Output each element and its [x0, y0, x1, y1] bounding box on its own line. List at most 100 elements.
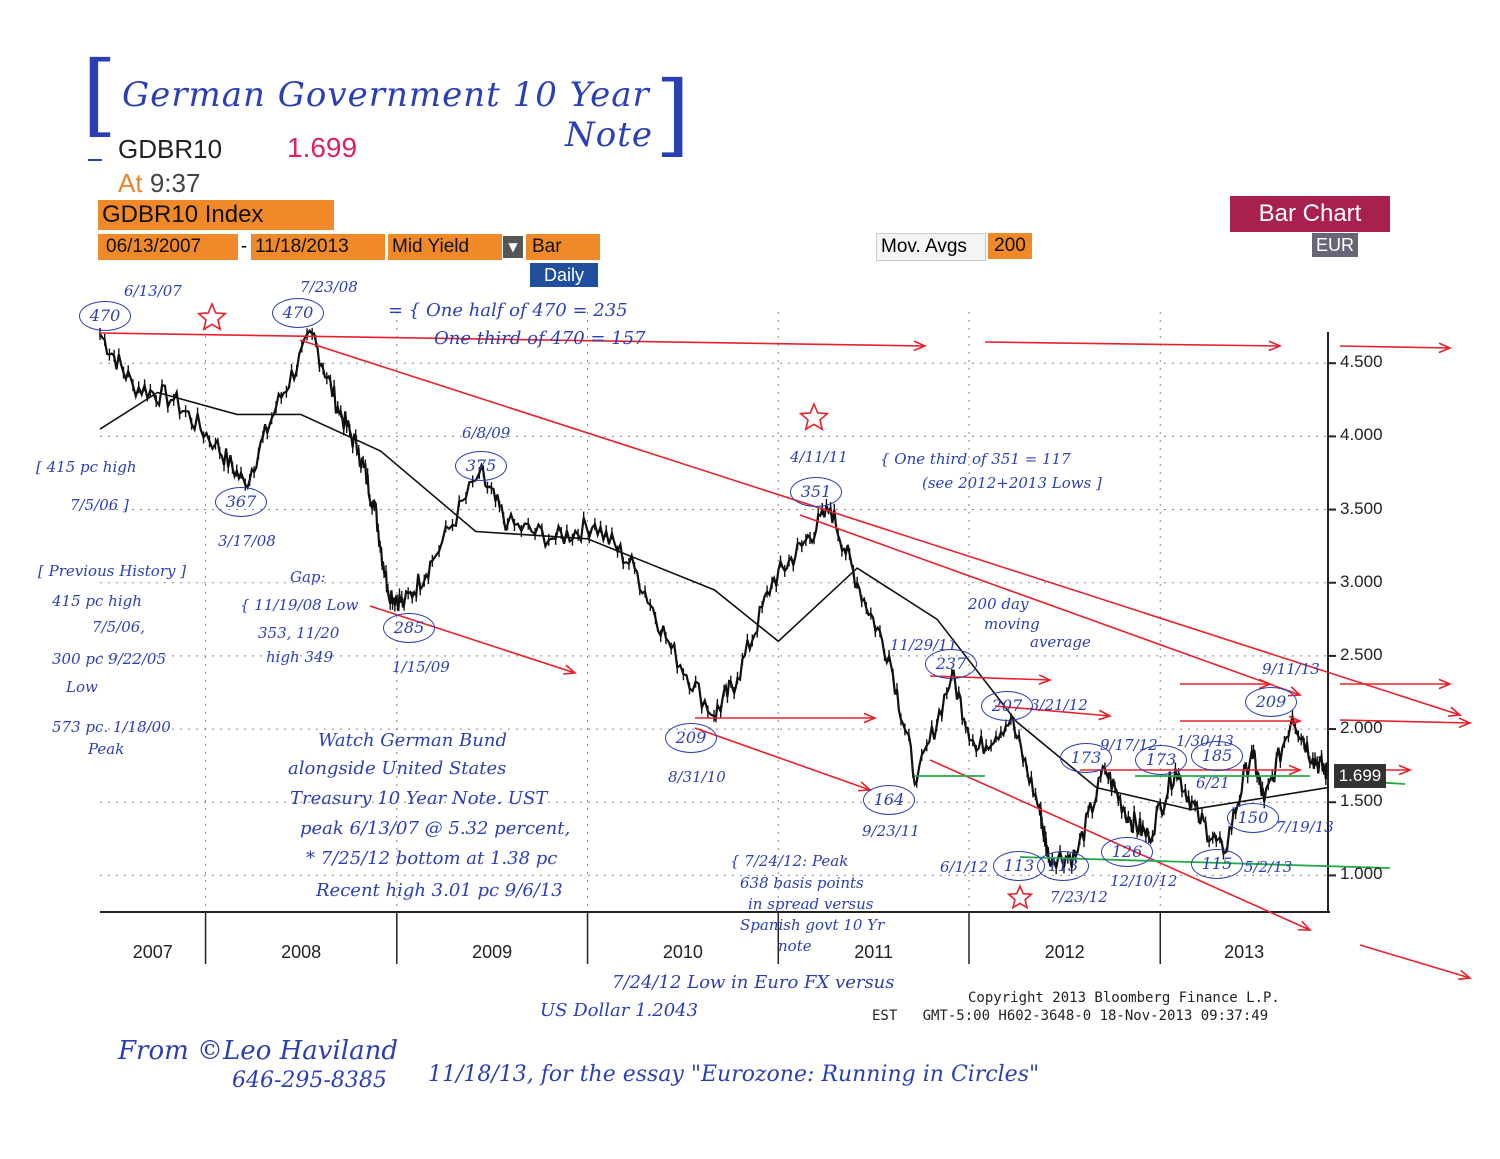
circled-value-label: 185	[1191, 741, 1243, 771]
note-history-6: 573 pc. 1/18/00	[52, 718, 171, 736]
circled-value-label: 351	[790, 477, 842, 507]
field-dropdown-arrow[interactable]: ▼	[503, 236, 523, 258]
circled-value-label: 173	[1060, 743, 1112, 773]
y-tick-label: 3.000	[1340, 571, 1383, 591]
red-trend-line	[1339, 345, 1451, 349]
circled-value-label: 237	[925, 649, 977, 679]
handwritten-title-line2: Note	[565, 115, 654, 155]
x-tick-label: 2007	[132, 942, 173, 962]
y-tick-label: 3.500	[1340, 498, 1383, 518]
red-arrow-head	[1288, 764, 1303, 776]
note-history-5: Low	[66, 678, 98, 696]
circled-value-label: 209	[665, 723, 717, 753]
note-watch-3: Treasury 10 Year Note. UST	[290, 788, 548, 809]
note-half-third-1: = { One half of 470 = 235	[388, 300, 628, 321]
note-history-2: 415 pc high	[52, 592, 142, 610]
date-label: 7/23/12	[1050, 888, 1108, 906]
red-arrow-head	[1458, 717, 1473, 729]
note-half-third-2: One third of 470 = 157	[434, 328, 646, 349]
essay-note: 11/18/13, for the essay "Eurozone: Runni…	[428, 1062, 1040, 1087]
y-tick-label: 1.000	[1340, 864, 1383, 884]
red-arrow-head	[1398, 764, 1413, 776]
field-select[interactable]: Mid Yield	[388, 234, 502, 260]
note-gap-1: Gap:	[290, 568, 326, 586]
note-watch-1: Watch German Bund	[318, 730, 507, 751]
chart-axes	[100, 332, 1336, 964]
note-ma-2: moving	[984, 615, 1040, 633]
note-watch-5: * 7/25/12 bottom at 1.38 pc	[306, 848, 558, 869]
handwritten-title-line1: German Government 10 Year	[122, 75, 650, 115]
index-controls-row: 06/13/2007 - 11/18/2013 Mid Yield ▼ Bar	[98, 234, 600, 260]
date-label: 12/10/12	[1110, 872, 1178, 890]
ticker-time-prefix: At	[118, 168, 143, 198]
x-tick-label: 2010	[662, 942, 703, 962]
date-label: 5/2/13	[1244, 858, 1293, 876]
note-watch-4: peak 6/13/07 @ 5.32 percent,	[300, 818, 571, 839]
red-arrow-head	[863, 712, 878, 724]
date-label: 4/11/11	[790, 448, 848, 466]
note-pc-high-1: [ 415 pc high	[36, 458, 137, 476]
date-label: 6/13/07	[124, 282, 182, 300]
circled-value-label: 470	[272, 298, 324, 328]
red-trend-line	[1359, 944, 1471, 979]
note-spread-4: Spanish govt 10 Yr	[740, 916, 885, 934]
ticker-symbol: GDBR10	[118, 134, 223, 164]
note-third-351-2: (see 2012+2013 Lows ]	[922, 474, 1102, 492]
red-arrow-head	[1457, 969, 1472, 981]
y-tick-label: 2.000	[1340, 718, 1383, 738]
mov-avg-label: Mov. Avgs	[876, 233, 986, 261]
red-arrow-head	[1438, 342, 1453, 354]
chart-type-field[interactable]: Bar	[526, 234, 600, 260]
note-history-7: Peak	[88, 740, 125, 758]
circled-value-label: 150	[1227, 803, 1279, 833]
mov-avg-value[interactable]: 200	[988, 233, 1032, 259]
note-spread-1: { 7/24/12: Peak	[730, 852, 849, 870]
start-date-field[interactable]: 06/13/2007	[98, 234, 238, 260]
index-title: GDBR10 Index	[98, 200, 334, 230]
note-history-4: 300 pc 9/22/05	[52, 650, 166, 668]
red-trend-line	[694, 727, 871, 791]
signature-phone: 646-295-8385	[232, 1068, 387, 1093]
note-spread-5: note	[778, 937, 812, 955]
red-trend-line	[99, 332, 926, 347]
note-watch-2: alongside United States	[288, 758, 507, 779]
note-spread-2: 638 basis points	[740, 874, 864, 892]
circled-value-label: 285	[383, 613, 435, 643]
bar-chart-button[interactable]: Bar Chart	[1230, 196, 1390, 232]
title-bracket-left: [	[82, 42, 118, 147]
note-pc-high-2: 7/5/06 ]	[70, 496, 129, 514]
red-trend-line	[1339, 719, 1471, 724]
ticker-time: At 9:37	[118, 168, 200, 199]
x-tick-label: 2012	[1044, 942, 1085, 962]
note-eurofx-2: US Dollar 1.2043	[540, 1000, 699, 1021]
circled-value-label: 115	[1191, 849, 1243, 879]
x-tick-label: 2011	[854, 942, 893, 962]
end-date-field[interactable]: 11/18/2013	[251, 234, 385, 260]
last-value-label: 1.699	[1334, 764, 1386, 788]
circled-value-label: 207	[981, 691, 1033, 721]
date-label: 6/1/12	[940, 858, 989, 876]
red-arrow-head	[1288, 715, 1303, 727]
note-eurofx-1: 7/24/12 Low in Euro FX versus	[612, 972, 895, 993]
y-tick-label: 2.500	[1340, 644, 1383, 664]
currency-button[interactable]: EUR	[1312, 233, 1358, 257]
note-history-3: 7/5/06,	[92, 618, 146, 636]
circled-value-label: 367	[215, 487, 267, 517]
date-label: 11/29/11	[890, 636, 958, 654]
ticker-time-value: 9:37	[149, 168, 201, 198]
date-dash: -	[240, 236, 248, 257]
red-trend-line	[984, 341, 1281, 347]
red-star-2007	[196, 301, 228, 332]
circled-value-label: 126	[1101, 837, 1153, 867]
red-arrow-head	[913, 340, 928, 352]
circled-value-label: 470	[79, 301, 131, 331]
note-ma-3: average	[1030, 633, 1091, 651]
note-gap-3: 353, 11/20	[258, 624, 340, 642]
note-spread-3: in spread versus	[748, 895, 874, 913]
footer-copyright: Copyright 2013 Bloomberg Finance L.P.	[968, 990, 1280, 1006]
green-star-2012	[1006, 883, 1034, 910]
period-button[interactable]: Daily	[530, 263, 598, 287]
red-arrow-head	[1447, 706, 1462, 717]
red-trend-line	[799, 514, 1301, 696]
red-trend-line	[299, 339, 1461, 716]
